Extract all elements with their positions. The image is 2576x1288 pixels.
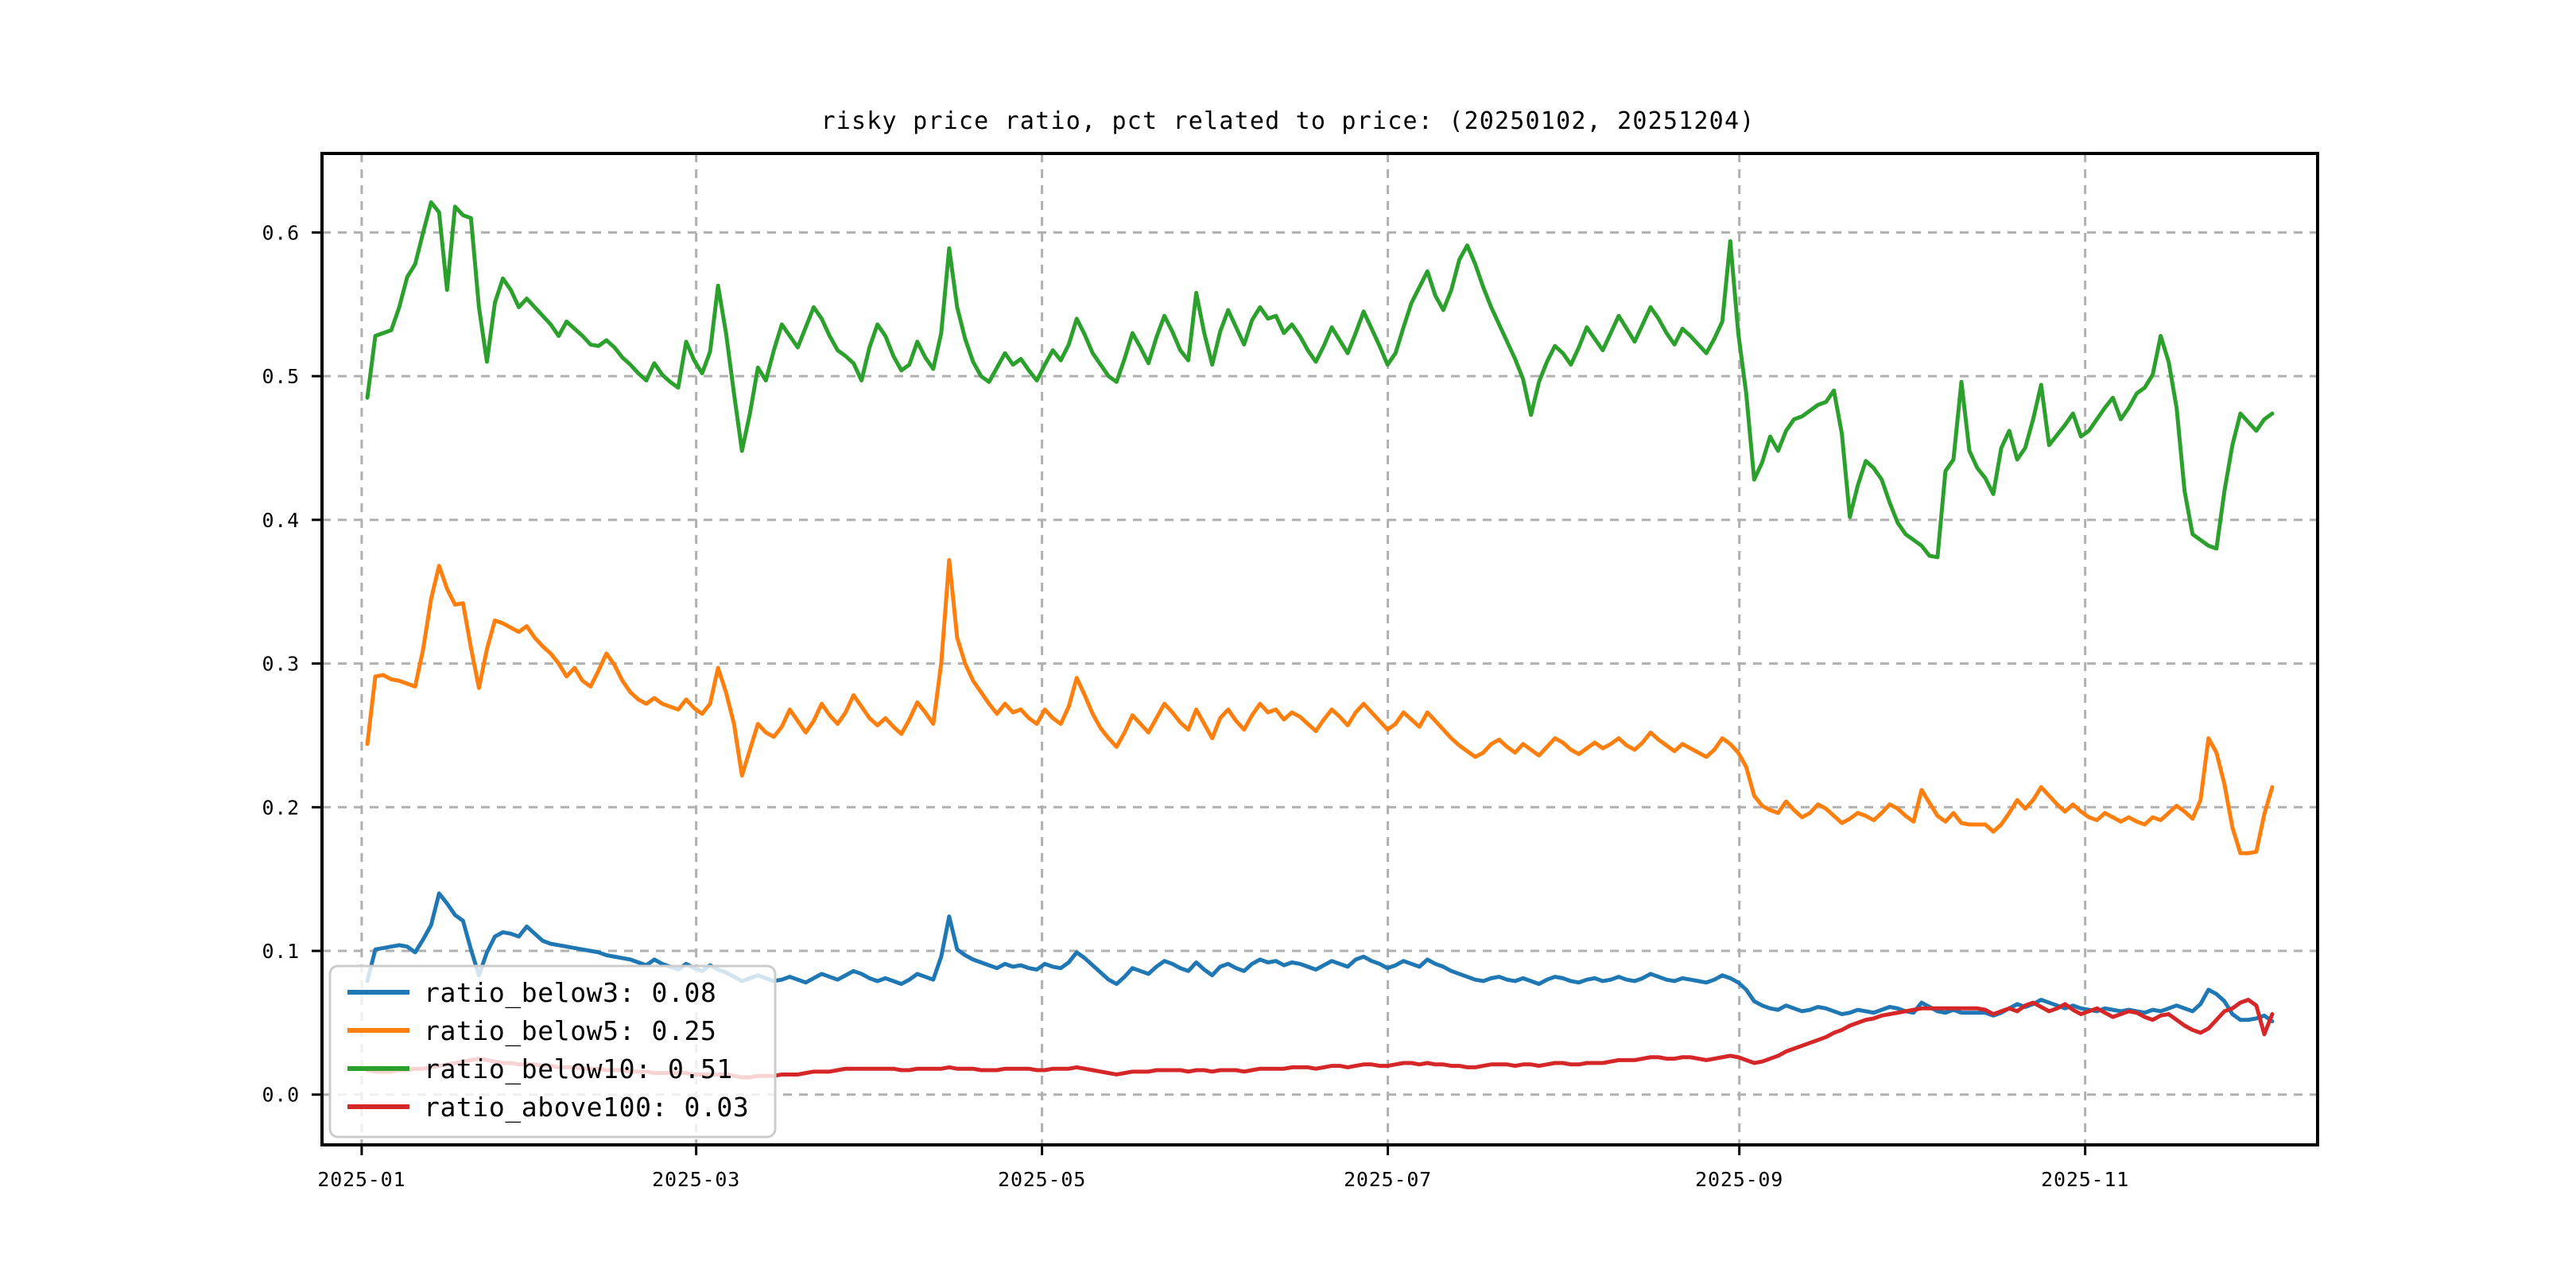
y-axis-tick-label: 0.4 bbox=[262, 509, 300, 532]
page-title: risky price ratio, pct related to price:… bbox=[821, 107, 1755, 135]
legend-label-ratio_below3: ratio_below3: 0.08 bbox=[424, 977, 716, 1009]
legend-box[interactable] bbox=[328, 964, 777, 1139]
x-axis-ticks: 2025-01 2025-03 2025-05 2025-07 2025-09 2025-… bbox=[317, 1145, 2129, 1191]
series-line-ratio_below5 bbox=[365, 557, 2275, 855]
x-axis-tick-label: 2025-03 bbox=[652, 1168, 740, 1191]
y-axis-ticks: 0.0 0.1 0.2 0.3 0.4 0.5 0.6 bbox=[262, 221, 322, 1107]
data-series-layer bbox=[365, 200, 2275, 1080]
x-axis-tick-label: 2025-11 bbox=[2041, 1168, 2129, 1191]
x-axis-tick-label: 2025-09 bbox=[1695, 1168, 1783, 1191]
x-axis-tick-label: 2025-01 bbox=[317, 1168, 405, 1191]
x-axis-tick-label: 2025-07 bbox=[1344, 1168, 1432, 1191]
x-axis-tick-label: 2025-05 bbox=[998, 1168, 1086, 1191]
legend-label-ratio_below10: ratio_below10: 0.51 bbox=[424, 1053, 733, 1085]
y-axis-tick-label: 0.0 bbox=[262, 1084, 300, 1107]
y-axis-tick-label: 0.3 bbox=[262, 653, 300, 676]
chart-legend[interactable]: ratio_below3: 0.08 ratio_below5: 0.25 rati… bbox=[328, 964, 777, 1139]
y-axis-tick-label: 0.5 bbox=[262, 365, 300, 388]
grid-lines bbox=[322, 153, 2318, 1145]
y-axis-tick-label: 0.6 bbox=[262, 221, 300, 244]
plot-axes-frame bbox=[320, 152, 2319, 1146]
legend-label-ratio_above100: ratio_above100: 0.03 bbox=[424, 1092, 749, 1123]
y-axis-tick-label: 0.2 bbox=[262, 796, 300, 819]
legend-label-ratio_below5: ratio_below5: 0.25 bbox=[424, 1015, 716, 1047]
y-axis-tick-label: 0.1 bbox=[262, 940, 300, 963]
series-line-ratio_below10 bbox=[365, 200, 2275, 560]
